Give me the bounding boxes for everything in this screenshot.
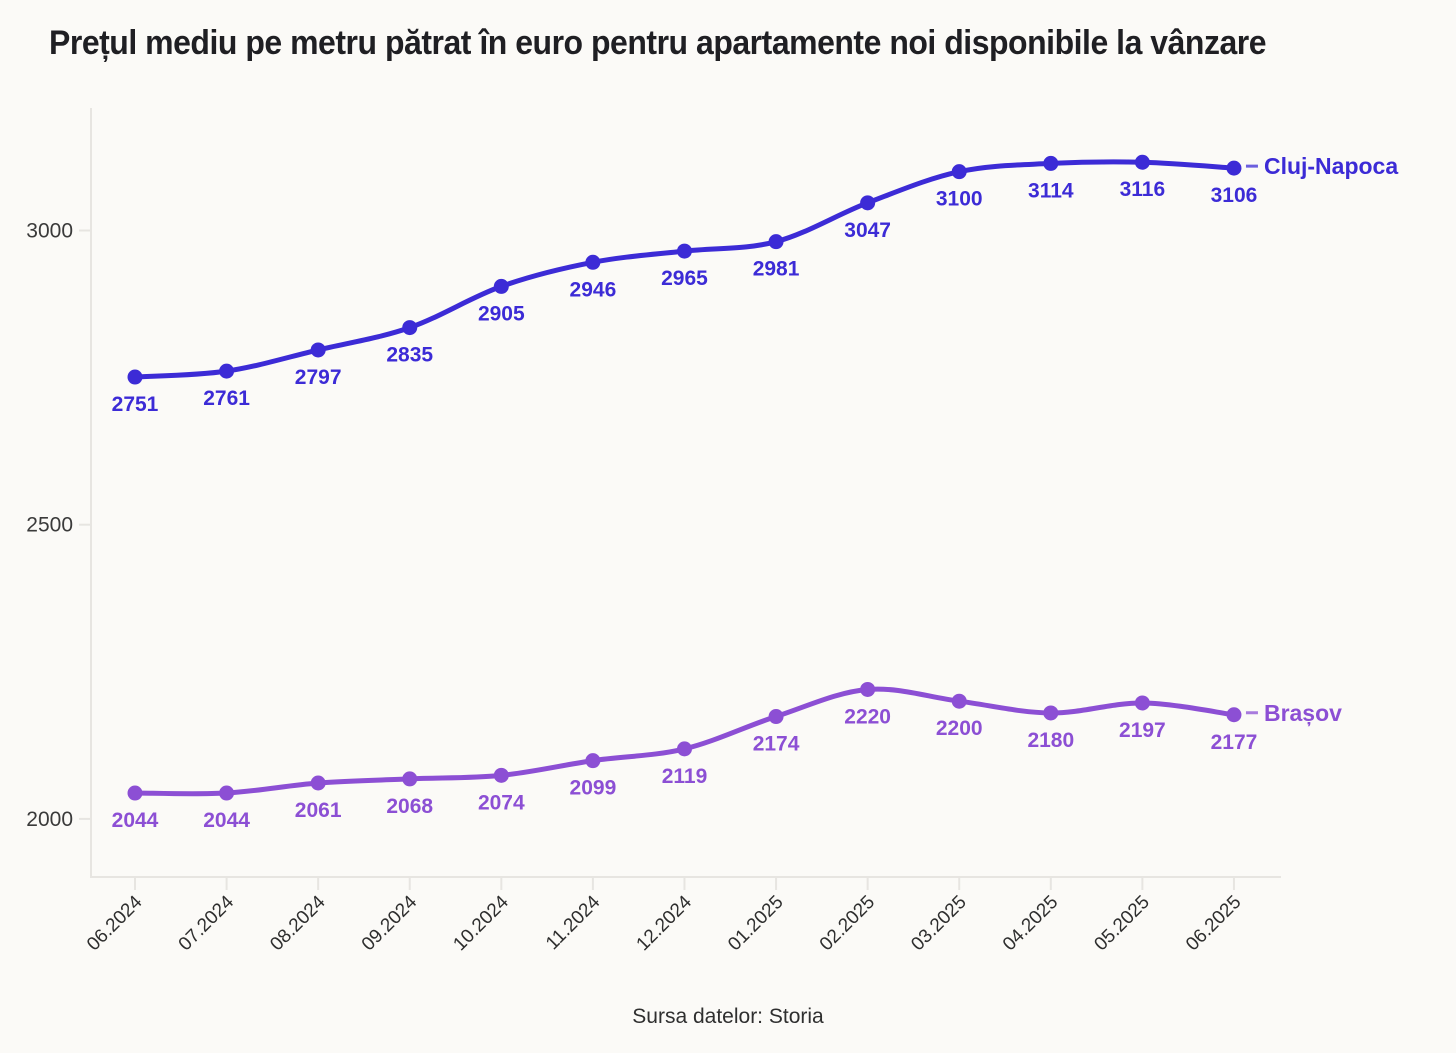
data-label-cluj-napoca: 3100 [936,188,983,211]
data-point-brasov [1043,705,1059,721]
data-label-brasov: 2061 [295,799,342,822]
data-point-cluj-napoca [860,195,876,211]
data-point-brasov [951,693,967,709]
data-label-brasov: 2197 [1119,719,1166,742]
data-label-cluj-napoca: 2797 [295,366,342,389]
x-tick-label: 09.2024 [358,891,422,955]
data-label-brasov: 2068 [386,795,433,818]
data-label-brasov: 2180 [1027,729,1074,752]
x-tick-label: 03.2025 [907,892,970,955]
data-label-cluj-napoca: 3047 [844,219,891,242]
data-label-cluj-napoca: 2946 [570,278,617,301]
data-point-cluj-napoca [310,342,326,358]
data-point-cluj-napoca [127,369,143,385]
data-point-brasov [1226,707,1242,723]
data-point-cluj-napoca [1226,160,1242,176]
legend-label-brasov: Brașov [1264,700,1342,727]
data-point-brasov [768,709,784,725]
data-point-brasov [402,771,418,787]
data-label-cluj-napoca: 2761 [203,387,250,410]
data-label-cluj-napoca: 2751 [112,393,159,416]
data-point-brasov [1134,695,1150,711]
data-point-cluj-napoca [1043,155,1059,171]
data-label-brasov: 2119 [662,765,708,788]
x-tick-label: 04.2025 [999,892,1062,955]
x-tick-label: 06.2024 [83,891,147,955]
data-point-brasov [493,767,509,783]
data-label-brasov: 2074 [478,791,525,814]
data-point-cluj-napoca [493,278,509,294]
data-label-brasov: 2177 [1211,731,1258,754]
data-point-brasov [219,785,235,801]
data-label-brasov: 2200 [936,717,983,740]
legend-label-cluj-napoca: Cluj-Napoca [1264,153,1398,179]
x-tick-label: 08.2024 [266,891,330,955]
data-label-cluj-napoca: 2905 [478,302,525,325]
data-point-brasov [585,753,601,769]
data-label-brasov: 2044 [203,809,250,832]
y-tick-label: 2500 [26,514,73,537]
x-tick-label: 11.2024 [542,891,605,954]
x-tick-label: 12.2024 [633,891,697,955]
data-label-brasov: 2220 [844,705,891,728]
data-label-cluj-napoca: 2981 [753,258,800,281]
y-tick-label: 2000 [26,808,73,831]
data-point-cluj-napoca [768,234,784,250]
data-label-cluj-napoca: 3114 [1028,179,1074,202]
x-tick-label: 10.2024 [449,891,513,955]
data-point-cluj-napoca [951,164,967,180]
x-tick-label: 01.2025 [724,892,787,955]
data-label-brasov: 2174 [753,733,800,756]
data-label-brasov: 2044 [112,809,159,832]
data-label-cluj-napoca: 3106 [1211,184,1258,207]
data-point-brasov [310,775,326,791]
data-label-cluj-napoca: 3116 [1120,178,1166,201]
data-point-brasov [676,741,692,757]
data-label-cluj-napoca: 2835 [386,344,433,367]
x-tick-label: 06.2025 [1182,892,1245,955]
x-tick-label: 07.2024 [175,891,239,955]
chart-title: Prețul mediu pe metru pătrat în euro pen… [49,24,1267,62]
x-tick-label: 05.2025 [1090,892,1153,955]
x-tick-label: 02.2025 [816,892,879,955]
data-point-cluj-napoca [402,320,418,336]
data-label-cluj-napoca: 2965 [661,267,708,290]
data-label-brasov: 2099 [570,777,617,800]
data-point-brasov [127,785,143,801]
data-point-cluj-napoca [1134,154,1150,170]
axis-lines [90,108,1281,878]
data-point-brasov [860,681,876,697]
data-point-cluj-napoca [219,363,235,379]
data-point-cluj-napoca [676,243,692,259]
y-tick-label: 3000 [26,220,73,243]
data-point-cluj-napoca [585,254,601,270]
source-caption: Sursa datelor: Storia [632,1005,824,1028]
